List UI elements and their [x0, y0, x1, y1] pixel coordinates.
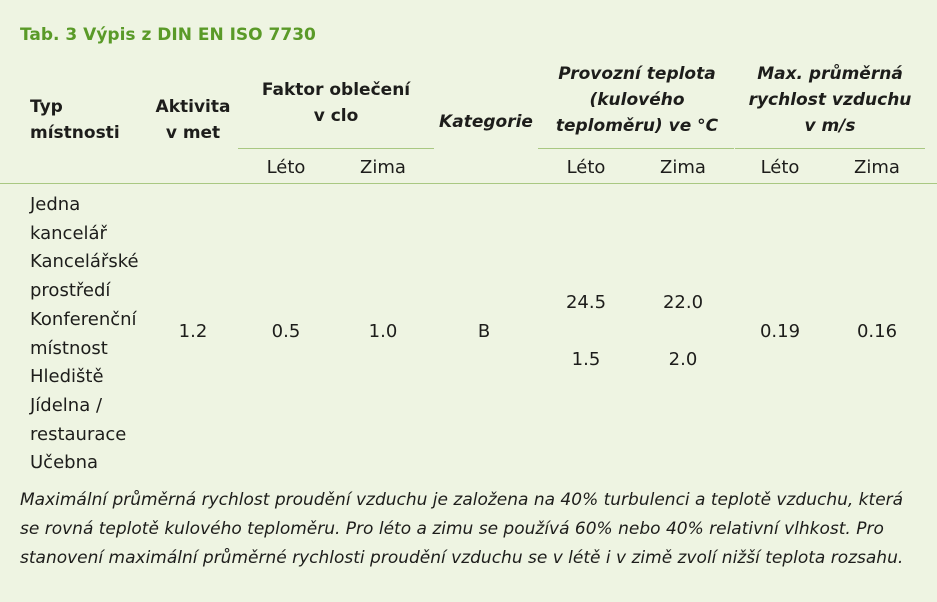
- room-type-line: Jedna: [30, 194, 81, 215]
- header-typ: Typ místnosti: [30, 94, 120, 146]
- room-types-cell: Jedna kancelář Kancelářské prostředí Kon…: [30, 191, 139, 478]
- rychlost-zima-value: 0.16: [856, 321, 898, 342]
- faktor-divider: [238, 148, 434, 149]
- header-aktivita: Aktivita v met: [152, 94, 234, 146]
- room-type-line: Konferenční: [30, 308, 137, 330]
- teplota-leto-value: 24.5: [565, 292, 607, 313]
- header-typ-line: místnosti: [30, 123, 120, 143]
- header-kategorie: Kategorie: [439, 112, 533, 132]
- table-title: Tab. 3 Výpis z DIN EN ISO 7730: [20, 25, 316, 45]
- aktivita-value: 1.2: [178, 321, 208, 342]
- teplota-zima-value: 22.0: [662, 292, 704, 313]
- header-rychlost-line: Max. průměrná: [757, 64, 903, 84]
- rychlost-leto-value: 0.19: [759, 321, 801, 342]
- faktor-zima-value: 1.0: [368, 321, 398, 342]
- teplota-zima-value: 2.0: [668, 349, 698, 370]
- room-type-line: Kancelářské: [30, 251, 139, 273]
- teplota-divider: [538, 148, 734, 149]
- header-rychlost-line: rychlost vzduchu: [748, 90, 912, 110]
- header-teplota-line: teploměru) ve °C: [555, 116, 719, 136]
- header-bottom-rule: [0, 183, 937, 184]
- header-teplota-line: (kulového: [589, 90, 685, 110]
- subheader-faktor-leto: Léto: [266, 157, 306, 178]
- table-footnote: Maximální průměrná rychlost proudění vzd…: [20, 490, 904, 568]
- subheader-rychlost-leto: Léto: [760, 157, 800, 178]
- kategorie-value: B: [477, 321, 491, 342]
- header-aktivita-line: Aktivita: [155, 97, 231, 117]
- subheader-teplota-leto: Léto: [566, 157, 606, 178]
- teplota-leto-value: 1.5: [571, 349, 601, 370]
- header-teplota-line: Provozní teplota: [558, 64, 716, 84]
- rychlost-divider: [735, 148, 925, 149]
- subheader-rychlost-zima: Zima: [854, 157, 900, 178]
- room-type-line: kancelář: [30, 222, 107, 244]
- room-type-line: Jídelna /: [30, 394, 103, 416]
- room-type-line: prostředí: [30, 280, 111, 302]
- room-type-line: restaurace: [30, 423, 127, 445]
- header-rychlost-line: v m/s: [804, 116, 856, 136]
- room-type-line: Hlediště: [30, 366, 104, 388]
- room-type-line: Učebna: [30, 452, 99, 474]
- subheader-teplota-zima: Zima: [660, 157, 706, 178]
- faktor-leto-value: 0.5: [271, 321, 301, 342]
- header-faktor-line: v clo: [313, 106, 359, 126]
- header-aktivita-line: v met: [165, 123, 221, 143]
- header-faktor-line: Faktor oblečení: [261, 80, 411, 100]
- header-rychlost: Max. průměrná rychlost vzduchu v m/s: [735, 61, 925, 139]
- header-typ-line: Typ: [30, 97, 63, 117]
- header-teplota: Provozní teplota (kulového teploměru) ve…: [540, 61, 734, 139]
- header-faktor: Faktor oblečení v clo: [238, 77, 434, 129]
- subheader-faktor-zima: Zima: [360, 157, 406, 178]
- room-type-line: místnost: [30, 337, 108, 359]
